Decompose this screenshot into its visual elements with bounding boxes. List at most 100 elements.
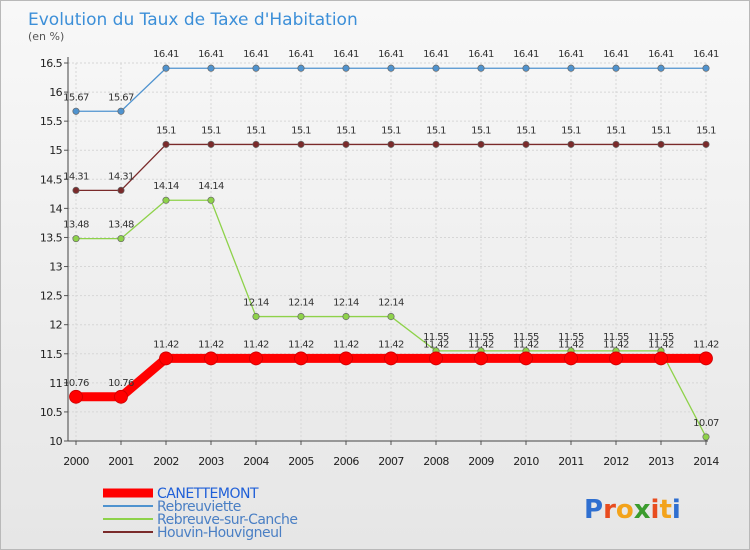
data-label: 11.42 — [648, 339, 674, 350]
data-point — [252, 313, 260, 321]
data-label: 11.55 — [558, 332, 584, 343]
data-point — [384, 351, 398, 366]
data-label: 11.55 — [513, 332, 539, 343]
data-label: 11.42 — [198, 339, 224, 350]
x-tick-label: 2012 — [603, 455, 629, 468]
data-point — [567, 140, 575, 148]
y-tick-label: 16.5 — [40, 57, 63, 70]
data-label: 13.48 — [63, 220, 89, 231]
data-point — [207, 64, 215, 72]
legend-label: Rebreuviette — [157, 499, 241, 515]
x-tick-label: 2009 — [468, 455, 494, 468]
brand-text: Proxiti — [584, 495, 681, 525]
grid — [68, 62, 708, 442]
data-label: 10.76 — [63, 378, 89, 389]
x-tick-label: 2014 — [693, 455, 719, 468]
data-label: 15.67 — [63, 92, 89, 103]
data-label: 14.14 — [153, 181, 179, 192]
x-tick-label: 2007 — [378, 455, 404, 468]
data-point — [249, 351, 263, 366]
data-label: 15.1 — [516, 125, 536, 136]
data-label: 11.42 — [513, 339, 539, 350]
data-point — [342, 140, 350, 148]
data-point — [609, 351, 623, 366]
data-label: 15.1 — [561, 125, 581, 136]
data-point — [114, 389, 128, 404]
data-point — [387, 140, 395, 148]
x-tick-label: 2005 — [288, 455, 314, 468]
data-label: 11.42 — [558, 339, 584, 350]
data-label: 12.14 — [378, 298, 404, 309]
data-point — [159, 351, 173, 366]
data-point — [702, 433, 710, 441]
data-point — [612, 64, 620, 72]
legend-label: CANETTEMONT — [157, 486, 259, 502]
data-label: 16.41 — [333, 49, 359, 60]
data-label: 16.41 — [603, 49, 629, 60]
brand-letter: r — [603, 495, 616, 525]
y-tick-label: 10.5 — [40, 406, 63, 419]
data-point — [564, 351, 578, 366]
data-point — [567, 64, 575, 72]
data-point — [72, 186, 80, 194]
x-tick-label: 2008 — [423, 455, 449, 468]
legend-label: Houvin-Houvigneul — [157, 525, 282, 541]
x-tick-label: 2000 — [63, 455, 89, 468]
data-point — [69, 389, 83, 404]
x-tick-label: 2001 — [108, 455, 134, 468]
data-point — [297, 64, 305, 72]
axes: 10 10.5 11 11.5 12 12.5 13 13.5 14 14.5 15 15.5 16 16… — [40, 57, 720, 468]
data-label: 15.1 — [426, 125, 446, 136]
data-point — [429, 351, 443, 366]
data-label: 16.41 — [468, 49, 494, 60]
data-label: 11.42 — [468, 339, 494, 350]
y-tick-label: 12 — [49, 319, 62, 332]
data-point — [612, 140, 620, 148]
data-label: 11.55 — [468, 332, 494, 343]
data-label: 10.07 — [693, 418, 719, 429]
x-tick-label: 2013 — [648, 455, 674, 468]
data-label: 16.41 — [378, 49, 404, 60]
brand-letter: o — [616, 495, 634, 525]
data-point — [117, 107, 125, 115]
data-label: 11.42 — [603, 339, 629, 350]
data-point — [117, 235, 125, 243]
data-label: 11.42 — [288, 339, 314, 350]
data-label: 14.31 — [108, 171, 134, 182]
brand-logo: Proxiti — [584, 495, 681, 525]
data-label: 10.76 — [108, 378, 134, 389]
y-tick-label: 15 — [49, 144, 62, 157]
data-label: 16.41 — [153, 49, 179, 60]
data-point — [657, 64, 665, 72]
data-point — [72, 107, 80, 115]
data-point — [477, 64, 485, 72]
data-point — [702, 140, 710, 148]
data-label: 11.55 — [648, 332, 674, 343]
data-point — [657, 140, 665, 148]
y-tick-label: 13 — [49, 261, 62, 274]
data-label: 15.1 — [381, 125, 401, 136]
data-point — [297, 313, 305, 321]
data-point — [522, 64, 530, 72]
data-label: 11.42 — [333, 339, 359, 350]
x-tick-label: 2006 — [333, 455, 359, 468]
data-label: 15.1 — [471, 125, 491, 136]
data-point — [342, 313, 350, 321]
x-tick-label: 2010 — [513, 455, 539, 468]
data-point — [252, 140, 260, 148]
data-label: 11.42 — [423, 339, 449, 350]
x-tick-label: 2002 — [153, 455, 179, 468]
data-label: 11.55 — [603, 332, 629, 343]
y-tick-label: 16 — [49, 86, 62, 99]
data-label: 14.31 — [63, 171, 89, 182]
x-tick-label: 2011 — [558, 455, 584, 468]
data-labels: 10.76 10.76 11.42 11.42 11.42 11.42 11.42 11.42… — [63, 49, 719, 429]
data-point — [519, 351, 533, 366]
data-point — [522, 140, 530, 148]
data-label: 15.67 — [108, 92, 134, 103]
data-point — [207, 196, 215, 204]
data-label: 15.1 — [606, 125, 626, 136]
data-label: 13.48 — [108, 220, 134, 231]
data-point — [339, 351, 353, 366]
data-label: 11.42 — [693, 339, 719, 350]
